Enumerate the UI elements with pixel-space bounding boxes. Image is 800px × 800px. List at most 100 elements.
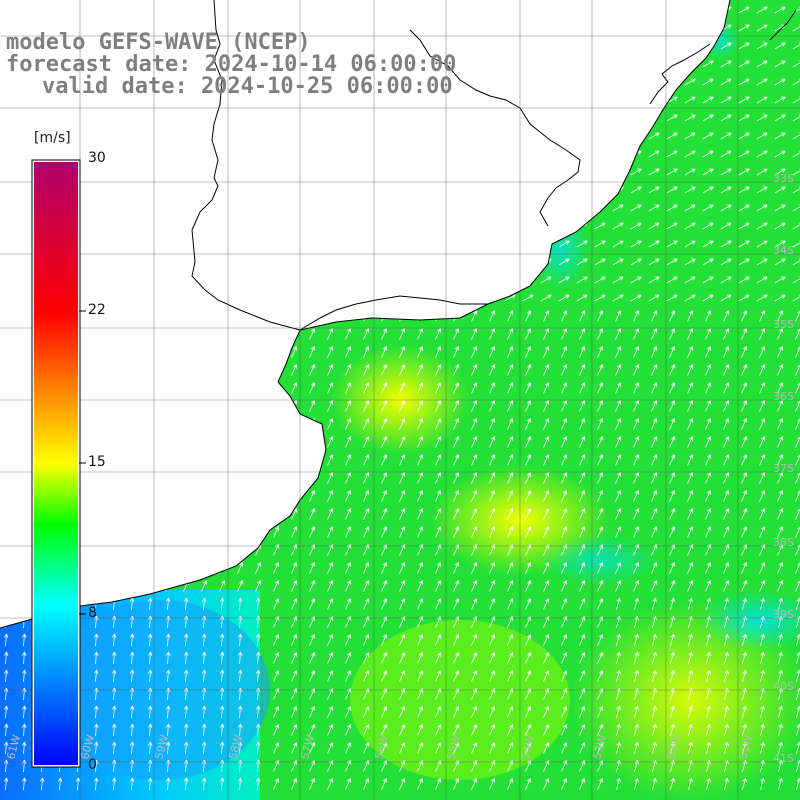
wind-arrow [489, 382, 496, 394]
wind-arrow [633, 310, 640, 322]
wind-arrow [309, 328, 316, 340]
wind-arrow [327, 400, 334, 412]
wind-arrow [666, 168, 678, 176]
wind-arrow [363, 364, 370, 376]
wind-arrow [759, 346, 766, 358]
wind-arrow [363, 742, 370, 754]
wind-arrow [723, 418, 730, 430]
wind-arrow [453, 382, 460, 394]
wind-arrow [112, 651, 117, 665]
wind-arrow [381, 562, 388, 574]
wind-arrow [309, 526, 316, 538]
wind-arrow [687, 490, 694, 502]
wind-arrow [22, 741, 27, 755]
wind-arrow [687, 454, 694, 466]
wind-arrow [738, 78, 750, 86]
wind-arrow [634, 723, 639, 736]
wind-arrow [435, 778, 442, 790]
wind-arrow [507, 706, 514, 718]
wind-arrow [651, 526, 658, 538]
wind-arrow [489, 364, 496, 376]
lat-label: 33S [773, 172, 794, 185]
wind-arrow [684, 186, 696, 194]
wind-arrow [417, 742, 424, 754]
wind-arrow [363, 400, 370, 412]
wind-arrow [525, 562, 532, 574]
wind-arrow [435, 364, 442, 376]
wind-arrow [381, 400, 388, 412]
wind-arrow [543, 634, 550, 646]
wind-arrow [291, 562, 298, 574]
wind-arrow [417, 562, 424, 574]
wind-arrow [417, 598, 424, 610]
wind-arrow [363, 346, 370, 358]
wind-arrow [507, 436, 514, 448]
wind-arrow [687, 418, 694, 430]
wind-arrow [616, 597, 621, 610]
wind-arrow [543, 364, 550, 376]
wind-arrow [687, 436, 694, 448]
lon-label: 57W [298, 733, 317, 761]
wind-arrow [237, 580, 244, 592]
wind-arrow [291, 652, 298, 664]
wind-arrow [633, 580, 640, 592]
wind-arrow [741, 472, 748, 484]
wind-arrow [112, 669, 117, 683]
wind-arrow [720, 204, 732, 212]
wind-arrow [238, 633, 243, 647]
wind-arrow [633, 472, 640, 484]
legend-tick-30: 30 [88, 150, 106, 166]
wind-arrow [738, 240, 750, 248]
wind-arrow [130, 597, 135, 611]
wind-arrow [723, 436, 730, 448]
wind-arrow [309, 346, 316, 358]
wind-arrow [184, 705, 189, 719]
wind-arrow [327, 346, 334, 358]
wind-arrow [778, 597, 783, 610]
forecast-date: forecast date: 2024-10-14 06:00:00 [6, 52, 457, 77]
wind-arrow [615, 310, 622, 322]
wind-arrow [399, 562, 406, 574]
wind-arrow [345, 652, 352, 664]
wind-arrow [597, 310, 604, 322]
wind-arrow [291, 706, 298, 718]
wind-arrow [738, 60, 750, 68]
wind-arrow [652, 705, 657, 718]
wind-arrow [489, 526, 496, 538]
wind-arrow [597, 562, 604, 574]
wind-arrow [724, 669, 729, 682]
wind-arrow [756, 168, 768, 176]
wind-arrow [652, 651, 657, 664]
wind-arrow [345, 418, 352, 430]
wind-arrow [130, 723, 135, 737]
wind-arrow [327, 472, 334, 484]
wind-arrow [417, 526, 424, 538]
wind-arrow [777, 400, 784, 412]
wind-arrow [273, 598, 280, 610]
wind-arrow [687, 346, 694, 358]
wind-arrow [489, 742, 496, 754]
wind-arrow [453, 706, 460, 718]
wind-arrow [579, 742, 586, 754]
wind-arrow [741, 382, 748, 394]
wind-arrow [720, 222, 732, 230]
wind-arrow [417, 400, 424, 412]
wind-arrow [616, 669, 621, 682]
wind-arrow [417, 472, 424, 484]
wind-arrow [238, 741, 243, 755]
wind-arrow [702, 276, 714, 284]
wind-arrow [507, 454, 514, 466]
wind-arrow [220, 597, 225, 611]
wind-arrow [327, 382, 334, 394]
wind-arrow [759, 526, 766, 538]
wind-arrow [130, 705, 135, 719]
wind-arrow [687, 328, 694, 340]
wind-arrow [525, 364, 532, 376]
wind-arrow [688, 633, 693, 646]
wind-arrow [363, 724, 370, 736]
wind-arrow [616, 723, 621, 736]
wind-arrow [756, 6, 768, 14]
wind-arrow [702, 114, 714, 122]
wind-arrow [652, 669, 657, 682]
